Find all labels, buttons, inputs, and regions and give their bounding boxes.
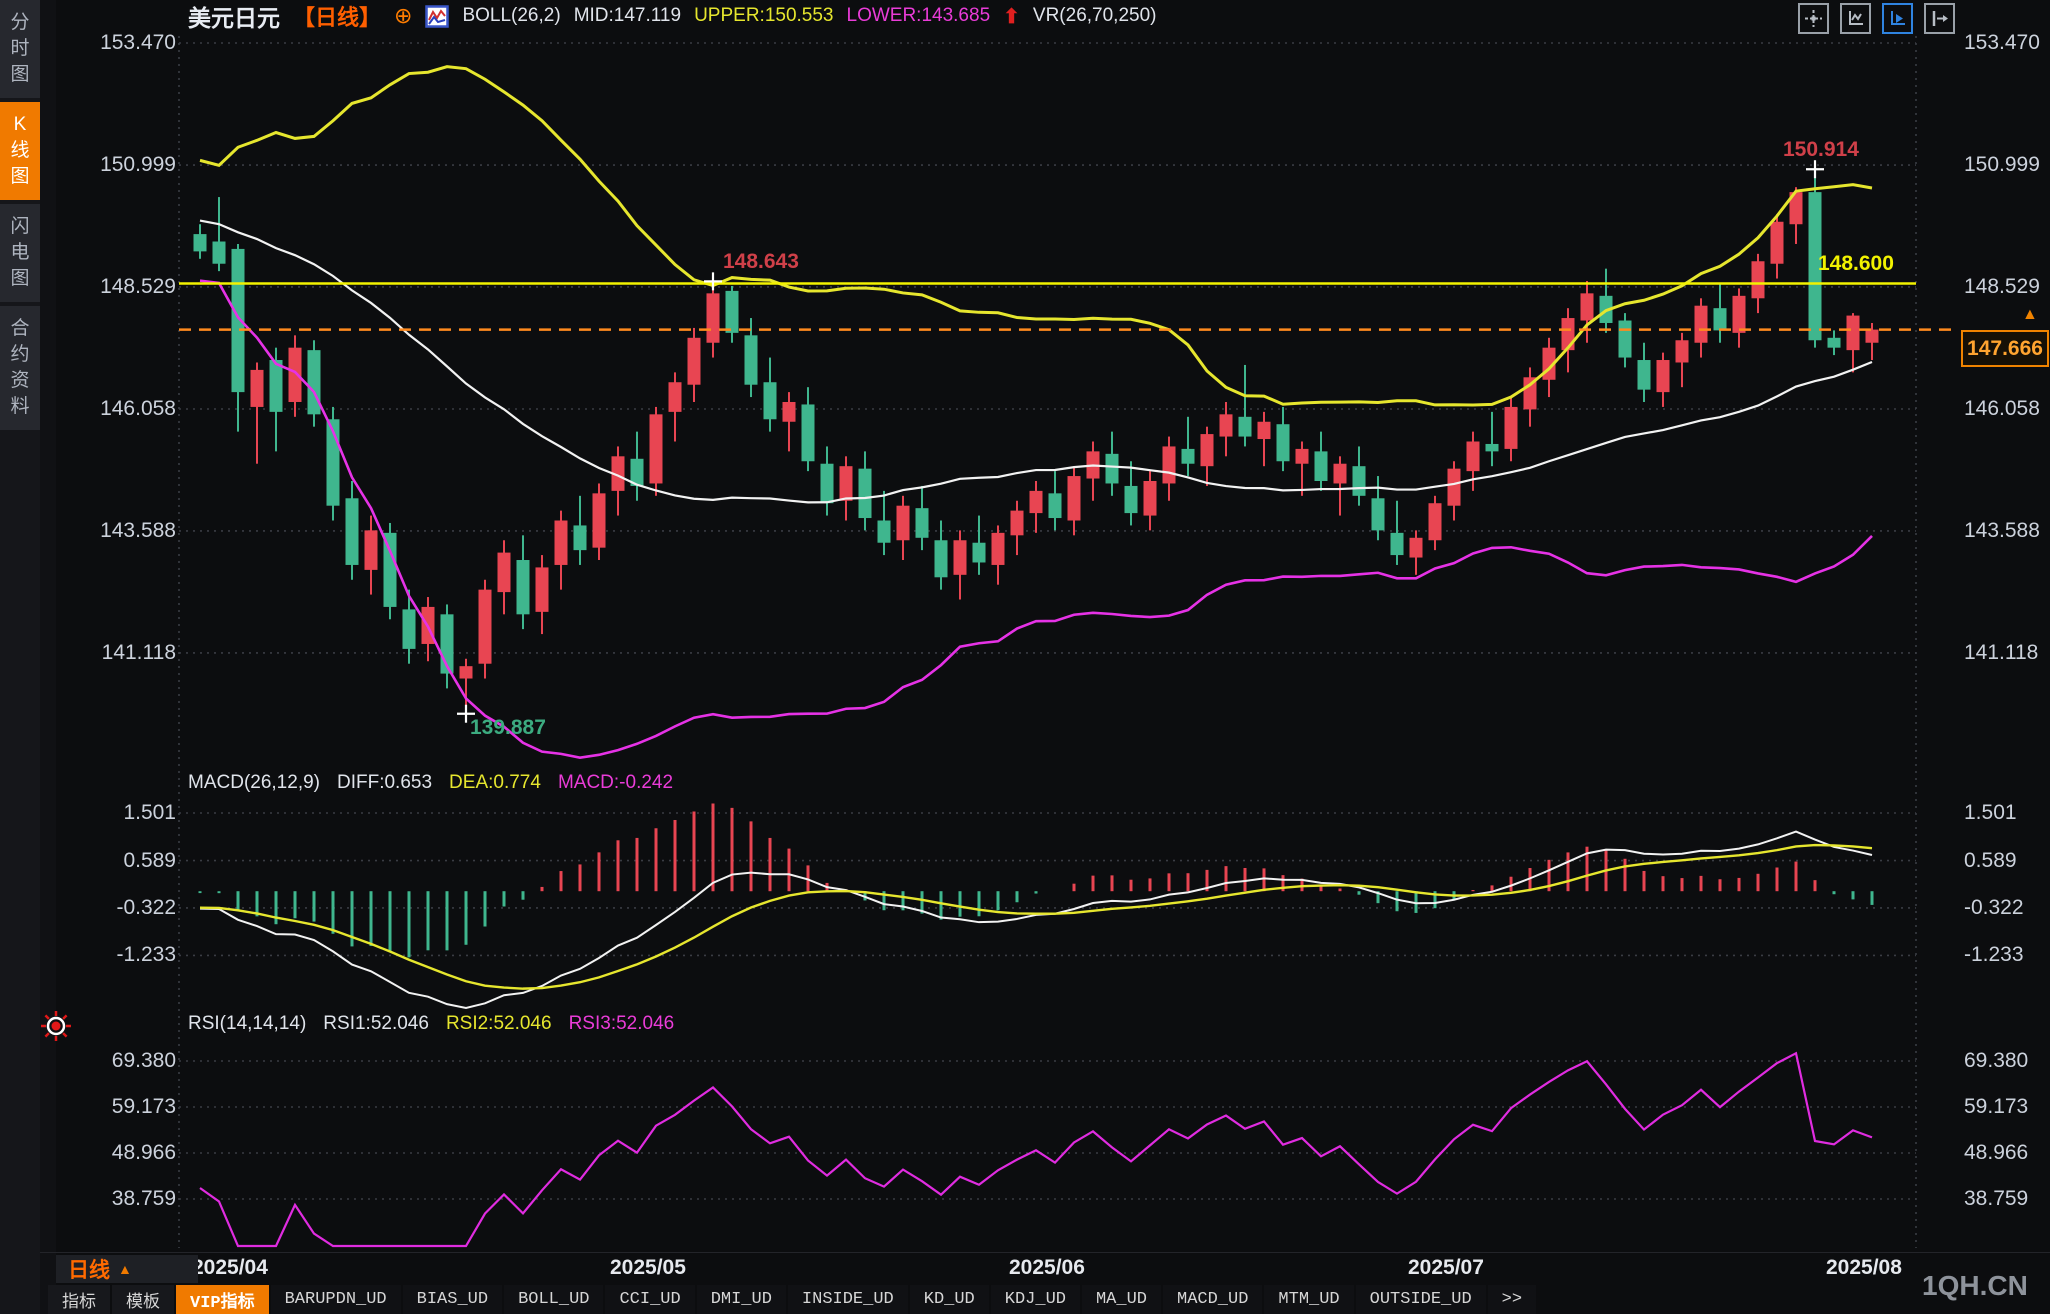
main-y-tick: 153.470 [100, 31, 176, 54]
sidebar-item-timeshare-chart[interactable]: 分 时 图 [0, 0, 40, 98]
rsi-title: RSI(14,14,14) [188, 1013, 307, 1034]
vr-label: VR(26,70,250) [1032, 5, 1157, 26]
boll-lower-value: LOWER:143.685 [846, 5, 991, 26]
macd-title: MACD(26,12,9) [188, 772, 320, 793]
x-axis-month-label: 2025/05 [610, 1256, 686, 1279]
tab-kd_ud[interactable]: KD_UD [909, 1285, 989, 1314]
macd-value: MACD:-0.242 [557, 772, 674, 793]
period-selector[interactable]: 日线 ▲ [56, 1255, 198, 1283]
rsi-y-tick: 48.966 [1964, 1141, 2029, 1164]
macd-y-tick: 1.501 [123, 800, 176, 824]
main-y-tick: 141.118 [101, 640, 176, 664]
macd-y-tick: -1.233 [1964, 943, 2024, 967]
tab-bias_ud[interactable]: BIAS_UD [402, 1285, 503, 1314]
period-tag[interactable]: 【日线】 [293, 5, 382, 30]
tab-barupdn_ud[interactable]: BARUPDN_UD [270, 1285, 401, 1314]
boll-mid-value: MID:147.119 [573, 5, 682, 26]
period-selector-label: 日线 [68, 1259, 110, 1282]
rsi-y-tick: 69.380 [1964, 1048, 2029, 1072]
x-axis-month-label: 2025/07 [1408, 1256, 1484, 1279]
tab-模板[interactable]: 模板 [112, 1285, 174, 1314]
rsi-y-tick: 48.966 [111, 1141, 176, 1164]
pan-crosshair-icon[interactable] [1798, 3, 1829, 34]
symbol-title: 美元日元 [188, 5, 280, 31]
macd-y-tick: -1.233 [116, 943, 176, 967]
price-marker-marked-high: 150.914 [1783, 138, 1859, 162]
last-price-value: 147.666 [1967, 336, 2043, 360]
chart-header: 美元日元 【日线】 ⊕ BOLL(26,2) MID:147.119 UPPER… [188, 1, 1157, 32]
up-arrow-icon: ⬆ [1003, 5, 1020, 28]
tab-dmi_ud[interactable]: DMI_UD [696, 1285, 786, 1314]
tab-ma_ud[interactable]: MA_UD [1081, 1285, 1161, 1314]
price-marker-marked-low: 139.887 [470, 715, 546, 739]
hline-price-label: 148.600 [1818, 252, 1894, 275]
macd-header: MACD(26,12,9) DIFF:0.653 DEA:0.774 MACD:… [188, 772, 673, 794]
main-y-tick: 150.999 [1964, 153, 2040, 177]
main-y-tick: 143.588 [100, 518, 176, 542]
sidebar-item-kline-chart[interactable]: K 线 图 [0, 102, 40, 200]
macd-dea-value: DEA:0.774 [449, 772, 541, 793]
tab-inside_ud[interactable]: INSIDE_UD [787, 1285, 908, 1314]
tab-cci_ud[interactable]: CCI_UD [605, 1285, 695, 1314]
tab-mtm_ud[interactable]: MTM_UD [1264, 1285, 1354, 1314]
sidebar-gap [40, 0, 56, 1314]
price-marker-swing-high: 148.643 [723, 250, 799, 274]
caret-up-icon: ▲ [118, 1261, 132, 1277]
rsi-header: RSI(14,14,14) RSI1:52.046 RSI2:52.046 RS… [188, 1013, 674, 1035]
main-y-tick: 148.529 [100, 274, 176, 298]
rsi2-value: RSI2:52.046 [445, 1013, 552, 1034]
main-y-tick: 153.470 [1964, 31, 2040, 54]
macd-y-tick: 0.589 [1964, 848, 2017, 872]
tab-boll_ud[interactable]: BOLL_UD [504, 1285, 604, 1314]
main-y-tick: 150.999 [100, 153, 176, 177]
tab-vip指标[interactable]: VIP指标 [176, 1285, 269, 1314]
price-up-arrow-icon: ▲ [2022, 306, 2038, 323]
footer-separator [40, 1252, 2050, 1253]
rsi-y-tick: 59.173 [111, 1094, 176, 1118]
mini-chart-icon[interactable] [425, 4, 450, 28]
macd-diff-value: DIFF:0.653 [337, 772, 433, 793]
rsi-y-tick: 38.759 [1964, 1187, 2029, 1210]
sidebar-item-flash-chart[interactable]: 闪 电 图 [0, 204, 40, 302]
tab-macd_ud[interactable]: MACD_UD [1163, 1285, 1263, 1314]
tab->>[interactable]: >> [1487, 1285, 1537, 1314]
x-axis-month-label: 2025/04 [192, 1256, 268, 1279]
sidebar-item-contract-info[interactable]: 合 约 资 料 [0, 306, 40, 430]
x-axis-month-label: 2025/06 [1009, 1256, 1085, 1279]
auto-play-icon[interactable] [1882, 3, 1913, 34]
watermark: 1QH.CN [1922, 1270, 2028, 1301]
rsi1-value: RSI1:52.046 [323, 1013, 429, 1034]
boll-label: BOLL(26,2) [462, 5, 561, 26]
alert-icon[interactable] [40, 1010, 72, 1047]
x-axis-month-label: 2025/08 [1826, 1256, 1902, 1279]
tab-指标[interactable]: 指标 [48, 1285, 110, 1314]
rsi-y-tick: 59.173 [1964, 1094, 2029, 1118]
boll-upper-value: UPPER:150.553 [694, 5, 834, 26]
main-y-tick: 141.118 [1964, 640, 2039, 664]
add-indicator-icon[interactable]: ⊕ [394, 3, 413, 28]
macd-y-tick: 0.589 [123, 848, 176, 872]
tab-outside_ud[interactable]: OUTSIDE_UD [1355, 1285, 1486, 1314]
main-y-tick: 148.529 [1964, 274, 2040, 298]
macd-y-tick: -0.322 [116, 895, 176, 919]
main-y-tick: 146.058 [1964, 397, 2040, 420]
macd-y-tick: 1.501 [1964, 800, 2017, 824]
shift-right-icon[interactable] [1924, 3, 1955, 34]
main-y-tick: 143.588 [1964, 518, 2040, 542]
rsi-y-tick: 38.759 [111, 1187, 176, 1210]
rsi3-value: RSI3:52.046 [568, 1013, 675, 1034]
macd-y-tick: -0.322 [1964, 895, 2024, 919]
rsi-y-tick: 69.380 [111, 1048, 176, 1072]
axis-scale-icon[interactable] [1840, 3, 1871, 34]
main-y-tick: 146.058 [100, 397, 176, 420]
indicator-tabbar: 指标 模板 VIP指标 BARUPDN_UD BIAS_UD BOLL_UD CCI_UD D… [48, 1285, 1537, 1314]
tab-kdj_ud[interactable]: KDJ_UD [990, 1285, 1080, 1314]
last-price-badge: 147.666 [1961, 330, 2049, 367]
